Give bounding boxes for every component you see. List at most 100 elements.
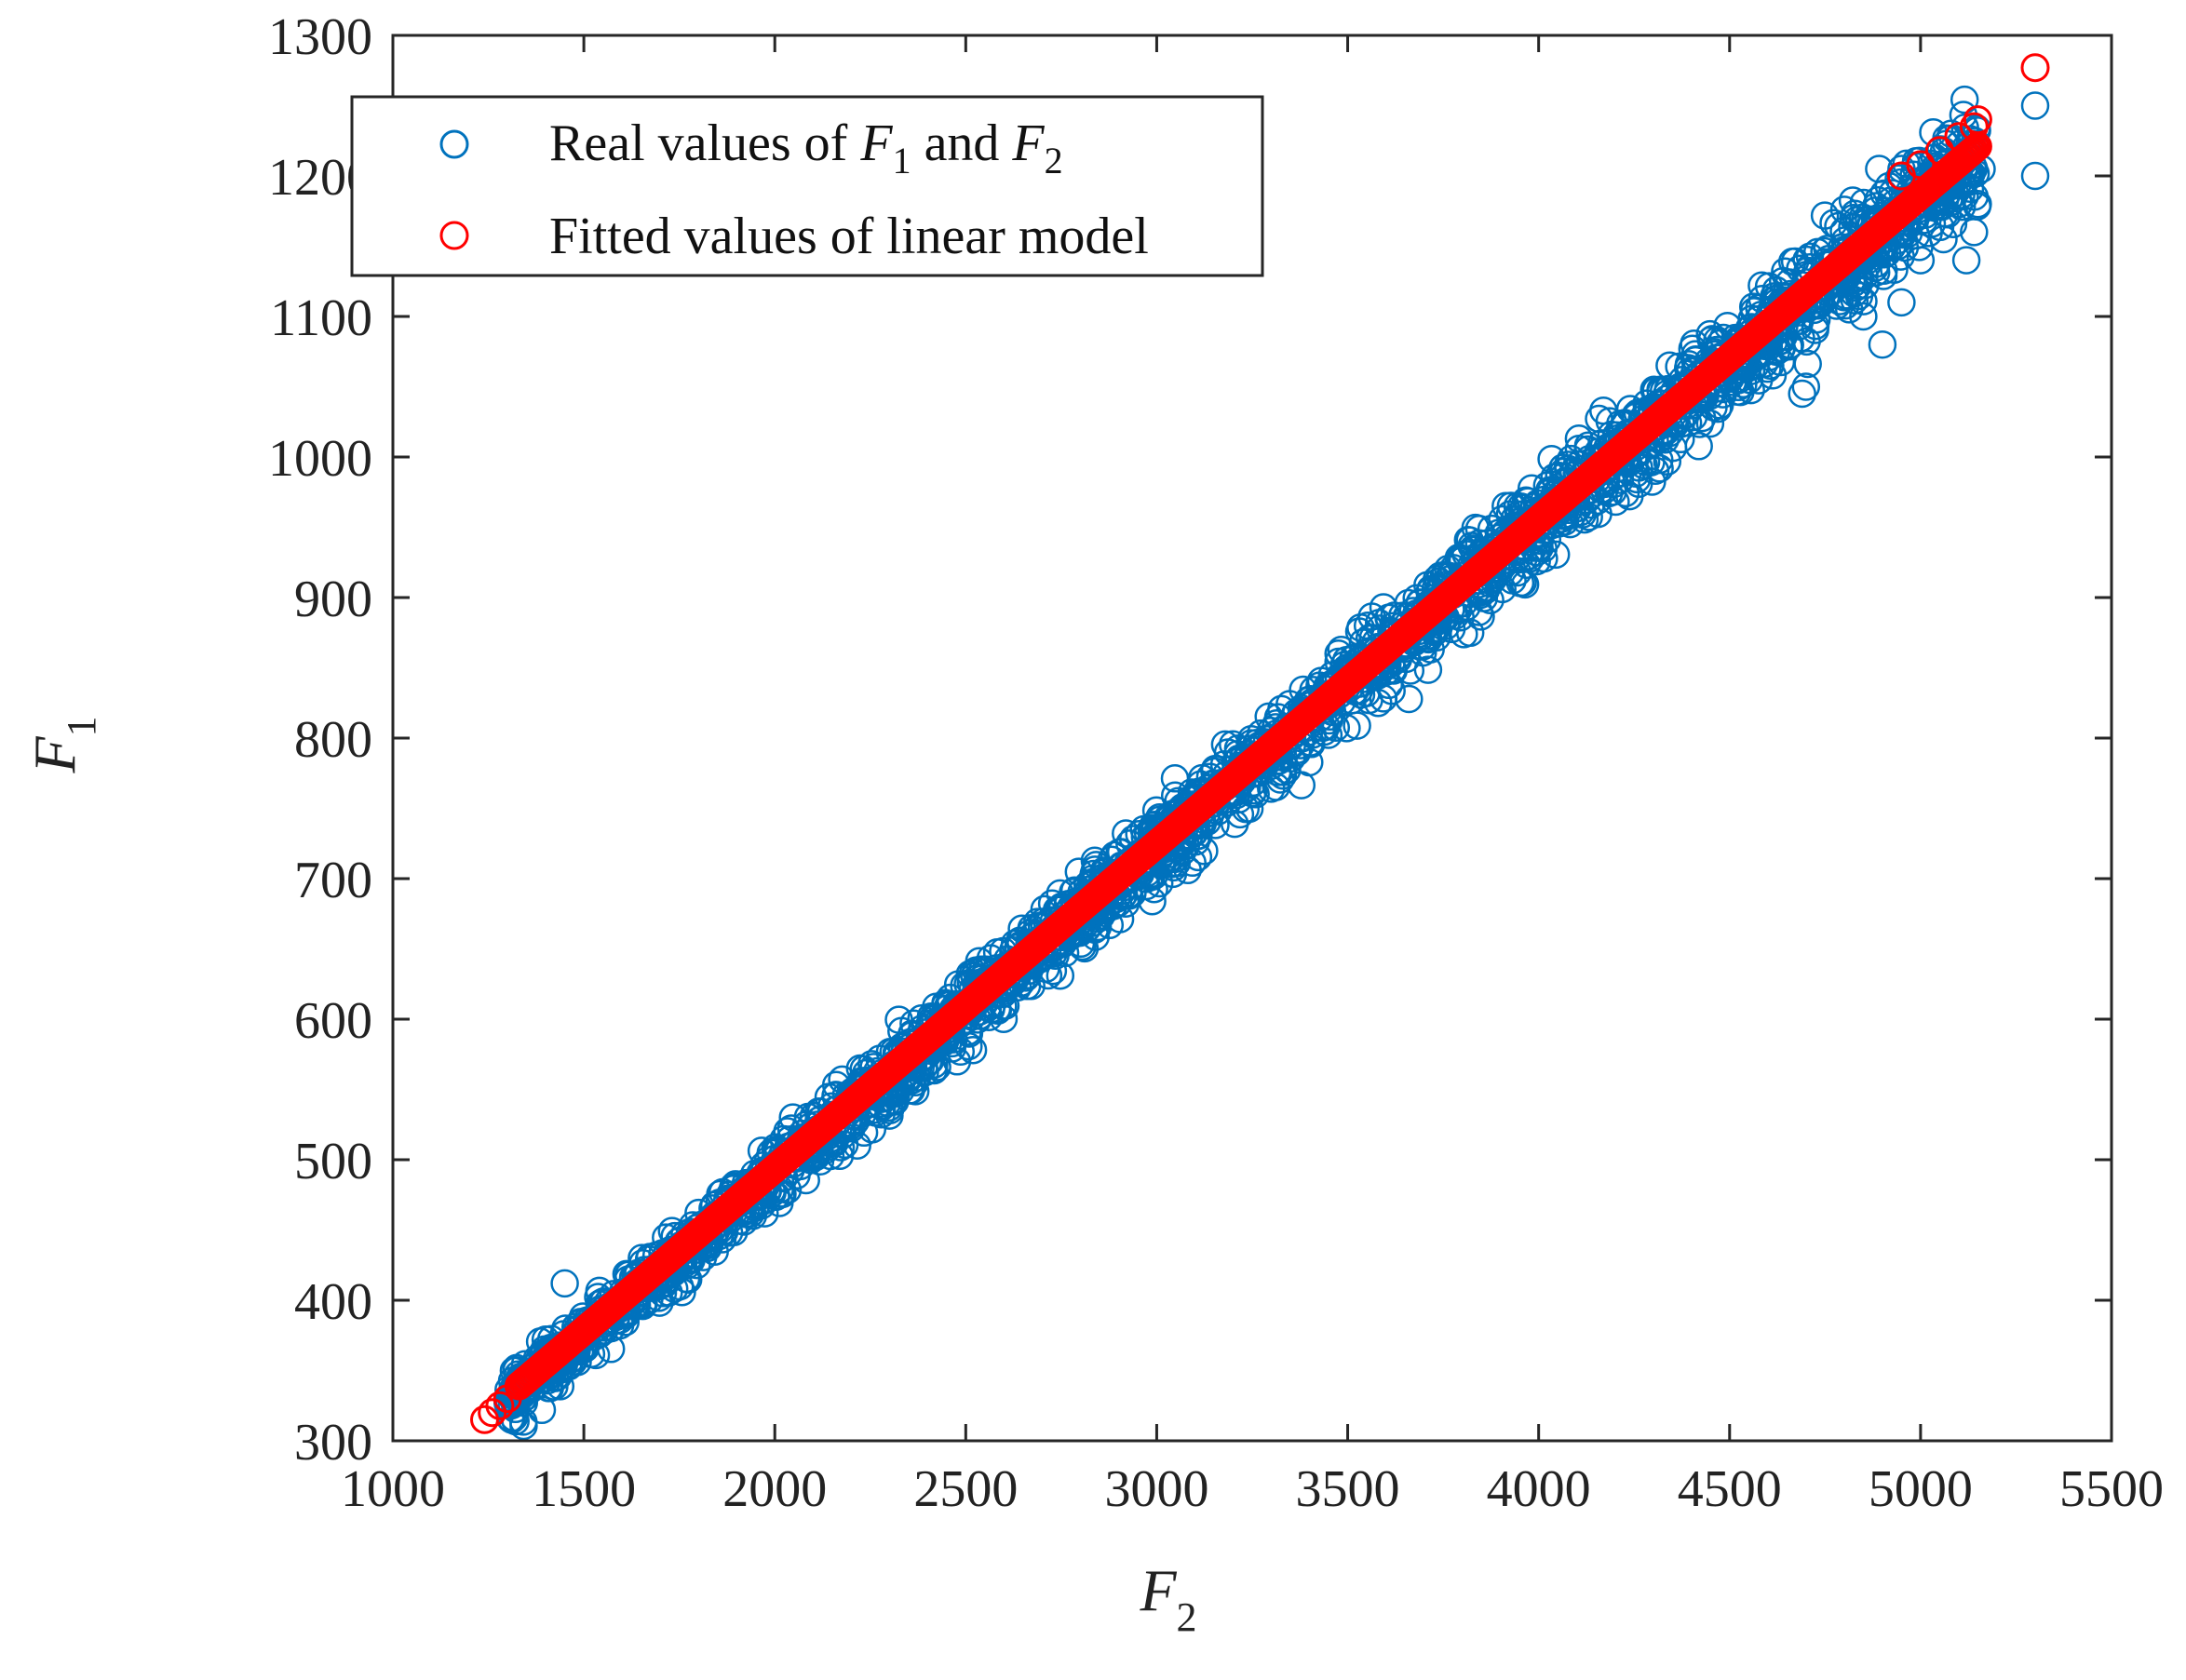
real-point [1834, 295, 1864, 324]
y-tick-label: 1000 [268, 430, 372, 488]
real-point [527, 1395, 557, 1425]
fitted-point [1924, 136, 1954, 166]
y-tick-label: 900 [294, 571, 372, 628]
real-point [857, 1115, 887, 1144]
real-point [1822, 291, 1851, 320]
real-point [1824, 211, 1853, 241]
fitted-point [485, 1391, 515, 1420]
real-point [1355, 685, 1383, 715]
real-point [1160, 764, 1190, 793]
real-point [1777, 248, 1807, 276]
real-point [1105, 905, 1135, 934]
x-tick-label: 1500 [532, 1460, 636, 1518]
real-point [1791, 372, 1821, 401]
real-point [1697, 325, 1727, 354]
real-point [509, 1411, 538, 1441]
fitted-point [1944, 122, 1974, 152]
x-tick-label: 1000 [341, 1460, 445, 1518]
real-point [1637, 448, 1666, 477]
x-axis: 1000 1500 2000 2500 3000 3500 4000 4500 5000 5500 [341, 35, 2164, 1518]
real-point [884, 1005, 913, 1034]
x-tick-label: 4500 [1678, 1460, 1782, 1518]
x-tick-label: 3000 [1104, 1460, 1208, 1518]
real-point [1947, 192, 1977, 222]
real-point [1589, 396, 1618, 425]
y-tick-label: 500 [294, 1133, 372, 1190]
real-point [954, 1031, 983, 1061]
legend-marker-real [439, 129, 469, 159]
real-point [1541, 540, 1571, 570]
real-point [1437, 614, 1466, 644]
legend: Real values of F1 and F2 Fitted values o… [350, 95, 1264, 277]
real-point [1729, 370, 1758, 398]
real-point [1756, 351, 1785, 380]
real-point [1849, 287, 1878, 316]
fitted-point [1959, 112, 1989, 141]
real-point [2020, 161, 2050, 191]
fitted-point [2020, 53, 2050, 83]
real-point [1887, 155, 1916, 183]
x-tick-label: 3500 [1296, 1460, 1400, 1518]
y-tick-label: 400 [294, 1273, 372, 1331]
real-point [1684, 432, 1713, 461]
real-point [1951, 246, 1981, 275]
x-tick-label: 2000 [722, 1460, 827, 1518]
real-point [843, 1131, 871, 1160]
x-axis-label: F2 [1139, 1557, 1196, 1640]
x-tick-label: 4000 [1487, 1460, 1591, 1518]
real-point [1950, 85, 1979, 114]
fitted-point [1963, 105, 1992, 135]
real-point [1929, 224, 1958, 254]
y-tick-label: 1300 [268, 8, 372, 66]
fitted-point [1955, 139, 1984, 168]
real-point [1369, 684, 1398, 713]
x-tick-label: 5500 [2059, 1460, 2164, 1518]
y-tick-label: 800 [294, 711, 372, 769]
real-point [1963, 189, 1992, 219]
real-point [1793, 349, 1822, 379]
y-tick-label: 1100 [270, 289, 372, 347]
real-point [1241, 780, 1270, 809]
x-tick-label: 5000 [1869, 1460, 1973, 1518]
real-point [1046, 961, 1075, 990]
y-tick-label: 300 [294, 1414, 372, 1472]
real-point [1734, 365, 1764, 395]
legend-marker-fitted [439, 221, 469, 250]
real-point [867, 1099, 896, 1129]
real-point [2020, 91, 2050, 120]
real-point [1505, 569, 1535, 598]
real-point [1624, 469, 1653, 498]
y-tick-label: 600 [294, 992, 372, 1050]
real-point [1868, 329, 1897, 359]
x-tick-label: 2500 [913, 1460, 1018, 1518]
real-point [1343, 711, 1371, 740]
real-point [1409, 638, 1437, 667]
real-point [1599, 477, 1627, 506]
real-point [1849, 302, 1878, 331]
real-point [1455, 618, 1485, 648]
real-point [550, 1269, 579, 1298]
real-point [1944, 189, 1974, 219]
real-point [1960, 218, 1989, 247]
real-point [1017, 971, 1046, 1001]
real-point [958, 1035, 988, 1065]
series-fitted-values [470, 53, 2050, 1434]
legend-box [350, 95, 1264, 277]
y-tick-label: 700 [294, 852, 372, 909]
real-point [1887, 288, 1916, 317]
real-point [1906, 246, 1936, 275]
legend-label-real: Real values of F1 and F2 [549, 114, 1063, 181]
y-axis-label: F1 [21, 716, 104, 773]
real-point [1695, 409, 1725, 438]
real-point [1865, 155, 1894, 183]
real-point [1653, 447, 1682, 476]
real-point [1655, 351, 1684, 381]
real-point [1788, 379, 1816, 409]
legend-label-fitted: Fitted values of linear model [549, 208, 1149, 265]
real-point [1645, 454, 1674, 483]
fitted-point [1952, 141, 1982, 170]
fitted-point [1886, 161, 1916, 191]
fitted-point [493, 1384, 522, 1414]
real-point [1178, 848, 1207, 878]
